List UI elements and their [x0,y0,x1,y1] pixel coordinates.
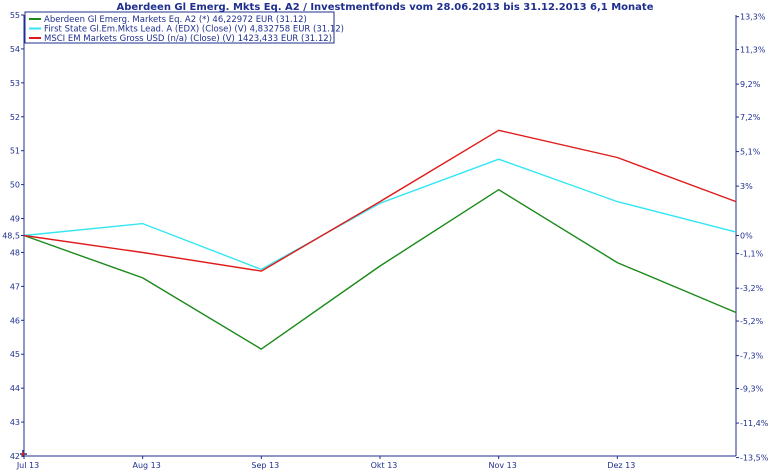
left-tick-label: 55 [10,11,20,20]
right-tick-label: 5,1% [740,148,761,157]
right-y-axis: -13,5% -11,4% -9,3% -7,3% -5,2% -3,2% -1,1% 0% 3… [736,13,769,463]
left-y-axis: 42 43 44 45 46 47 48 48,5 49 50 51 52 53 54 55 [2,11,24,461]
x-tick-label: Sep 13 [251,461,279,470]
chart-title: Aberdeen Gl Emerg. Mkts Eq. A2 / Investm… [116,2,653,13]
left-tick-label: 53 [10,79,20,88]
origin-marker [20,450,27,457]
legend-label-2: First State Gl.Em.Mkts Lead. A (EDX) (Cl… [44,25,344,35]
legend-label-3: MSCI EM Markets Gross USD (n/a) (Close) … [44,34,332,44]
origin-marker-dot [21,452,25,456]
series-line-1 [23,188,737,350]
right-tick-label: -11,4% [740,419,769,428]
right-tick-label: -3,2% [740,284,764,293]
left-tick-label: 42 [10,452,20,461]
x-tick-label: Okt 13 [371,461,398,470]
series-line-3 [23,129,737,272]
left-tick-label: 47 [10,282,20,291]
right-tick-label: 3% [740,182,753,191]
legend: Aberdeen Gl Emerg. Markets Eq. A2 (*) 46… [24,11,344,44]
series-line-2 [23,158,737,271]
right-tick-label: -7,3% [740,352,764,361]
right-tick-label: -5,2% [740,317,764,326]
left-tick-label: 46 [10,316,20,325]
right-tick-label: 13,3% [740,13,766,22]
left-tick-label: 43 [10,418,20,427]
x-tick-label: Aug 13 [132,461,160,470]
right-tick-label: -1,1% [740,250,764,259]
x-tick-label: Dez 13 [607,461,635,470]
right-tick-label: 7,2% [740,113,761,122]
left-tick-label: 48,5 [2,232,20,241]
left-tick-label: 49 [10,215,20,224]
right-tick-label: 11,3% [740,46,766,55]
left-tick-label: 48 [10,248,20,257]
left-tick-label: 52 [10,113,20,122]
legend-box [24,11,335,44]
x-axis: Jul 13 Aug 13 Sep 13 Okt 13 Nov 13 Dez 13 [16,456,635,470]
series-layer [23,129,737,350]
right-tick-label: 9,2% [740,80,761,89]
x-tick-label: Nov 13 [488,461,516,470]
left-tick-label: 50 [10,181,20,190]
legend-label-1: Aberdeen Gl Emerg. Markets Eq. A2 (*) 46… [44,15,307,25]
left-tick-label: 44 [10,384,20,393]
left-tick-label: 51 [10,147,20,156]
left-tick-label: 45 [10,350,20,359]
plot-frame [23,15,737,457]
x-tick-label: Jul 13 [16,461,39,470]
left-tick-label: 54 [10,45,20,54]
right-tick-label: -13,5% [740,454,769,463]
right-tick-label: 0% [740,232,753,241]
right-tick-label: -9,3% [740,385,764,394]
